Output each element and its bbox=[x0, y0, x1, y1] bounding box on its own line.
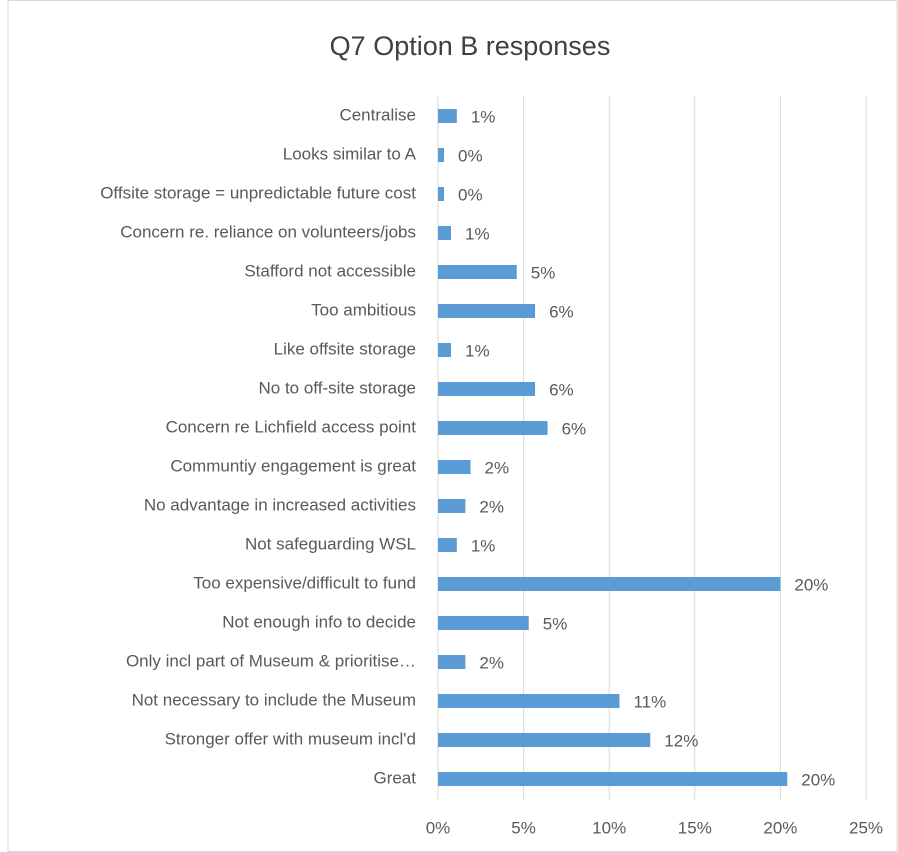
chart-title: Q7 Option B responses bbox=[330, 31, 611, 61]
y-tick-label: Centralise bbox=[339, 105, 416, 124]
data-label: 6% bbox=[549, 302, 574, 321]
data-label: 20% bbox=[794, 575, 828, 594]
data-label: 12% bbox=[664, 731, 698, 750]
data-label: 2% bbox=[479, 653, 504, 672]
data-label: 2% bbox=[485, 458, 510, 477]
y-tick-label: No to off-site storage bbox=[259, 378, 417, 397]
y-tick-label: Stronger offer with museum incl'd bbox=[165, 729, 416, 748]
y-tick-label: Great bbox=[373, 768, 416, 787]
data-label: 1% bbox=[465, 341, 490, 360]
y-tick-label: Concern re Lichfield access point bbox=[166, 417, 417, 436]
data-label: 1% bbox=[471, 107, 496, 126]
x-tick-label: 5% bbox=[511, 818, 536, 837]
bar bbox=[438, 460, 471, 474]
y-tick-label: Not enough info to decide bbox=[222, 612, 416, 631]
bar bbox=[438, 382, 536, 396]
data-label: 6% bbox=[549, 380, 574, 399]
bar bbox=[438, 421, 548, 435]
bar bbox=[438, 226, 452, 240]
bar bbox=[438, 616, 529, 630]
data-label: 5% bbox=[543, 614, 568, 633]
data-label: 20% bbox=[801, 770, 835, 789]
bar bbox=[438, 148, 444, 162]
data-label: 6% bbox=[562, 419, 587, 438]
y-tick-label: Concern re. reliance on volunteers/jobs bbox=[120, 222, 416, 241]
bar bbox=[438, 694, 620, 708]
data-label: 0% bbox=[458, 185, 483, 204]
y-tick-label: Not necessary to include the Museum bbox=[132, 690, 416, 709]
y-tick-label: Not safeguarding WSL bbox=[245, 534, 416, 553]
x-tick-label: 20% bbox=[763, 818, 797, 837]
data-label: 1% bbox=[471, 536, 496, 555]
y-tick-label: Too ambitious bbox=[311, 300, 416, 319]
x-tick-label: 15% bbox=[678, 818, 712, 837]
x-tick-label: 25% bbox=[849, 818, 883, 837]
bar bbox=[438, 343, 452, 357]
data-label: 5% bbox=[531, 263, 556, 282]
y-tick-label: Only incl part of Museum & prioritise… bbox=[126, 651, 416, 670]
y-tick-label: Communtiy engagement is great bbox=[170, 456, 416, 475]
bar bbox=[438, 499, 466, 513]
x-tick-label: 10% bbox=[592, 818, 626, 837]
y-tick-label: Offsite storage = unpredictable future c… bbox=[100, 183, 416, 202]
bar bbox=[438, 655, 466, 669]
bar bbox=[438, 187, 444, 201]
bar bbox=[438, 577, 781, 591]
bar bbox=[438, 772, 788, 786]
bar bbox=[438, 265, 517, 279]
bar bbox=[438, 304, 536, 318]
x-tick-label: 0% bbox=[426, 818, 451, 837]
y-tick-label: Like offsite storage bbox=[274, 339, 416, 358]
bar bbox=[438, 109, 457, 123]
data-label: 11% bbox=[633, 692, 666, 711]
bar bbox=[438, 538, 457, 552]
bar bbox=[438, 733, 651, 747]
y-tick-label: Stafford not accessible bbox=[244, 261, 416, 280]
data-label: 0% bbox=[458, 146, 483, 165]
data-label: 2% bbox=[479, 497, 504, 516]
data-label: 1% bbox=[465, 224, 490, 243]
y-tick-label: Too expensive/difficult to fund bbox=[193, 573, 416, 592]
y-tick-label: No advantage in increased activities bbox=[144, 495, 416, 514]
y-tick-label: Looks similar to A bbox=[283, 144, 417, 163]
